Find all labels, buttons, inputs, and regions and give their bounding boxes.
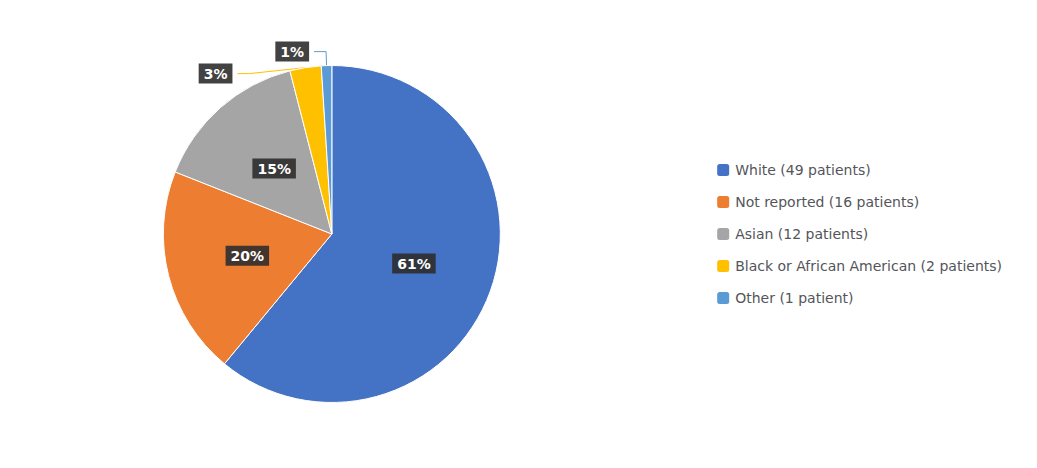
svg-text:3%: 3%: [204, 66, 228, 82]
svg-text:20%: 20%: [231, 248, 265, 264]
svg-text:Black or African American (2 p: Black or African American (2 patients): [735, 258, 1002, 274]
svg-text:Not reported (16 patients): Not reported (16 patients): [735, 194, 919, 210]
svg-text:Other (1 patient): Other (1 patient): [735, 290, 853, 306]
svg-text:White (49 patients): White (49 patients): [735, 162, 870, 178]
svg-text:Asian (12 patients): Asian (12 patients): [735, 226, 868, 242]
svg-text:1%: 1%: [280, 44, 304, 60]
svg-text:61%: 61%: [397, 256, 431, 272]
svg-text:15%: 15%: [257, 161, 291, 177]
